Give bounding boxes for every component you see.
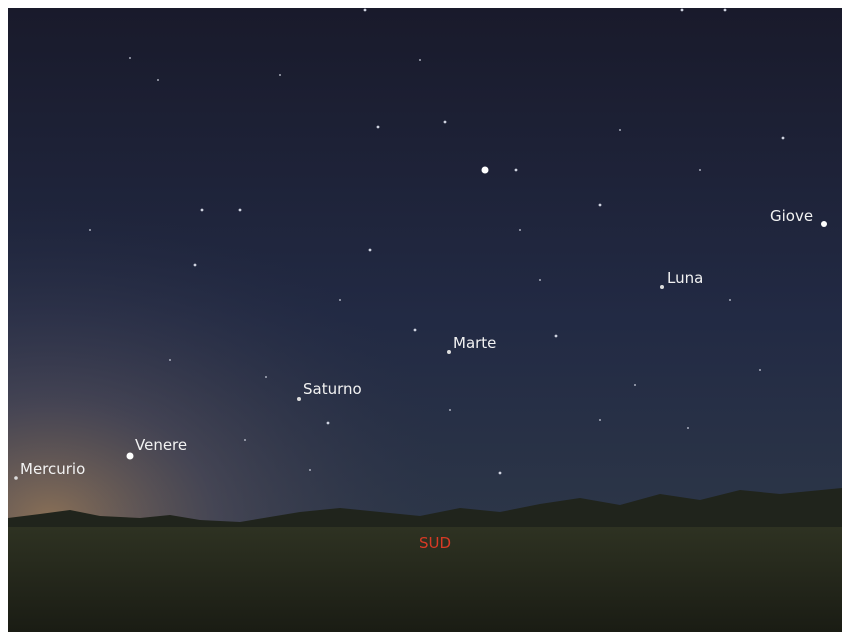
star <box>369 249 372 252</box>
star <box>265 376 267 378</box>
planet-dot <box>14 476 18 480</box>
star <box>619 129 621 131</box>
planet-dot <box>660 285 664 289</box>
star <box>279 74 281 76</box>
star <box>599 204 602 207</box>
sky-view: Giove Luna Marte Saturno Venere Mercurio… <box>0 0 845 636</box>
star <box>239 209 242 212</box>
star <box>194 264 197 267</box>
planet-label: Giove <box>770 207 813 225</box>
star <box>414 329 417 332</box>
star <box>244 439 246 441</box>
bright-star <box>482 167 489 174</box>
star <box>309 469 311 471</box>
star <box>555 335 558 338</box>
star <box>499 472 502 475</box>
star <box>449 409 451 411</box>
star <box>339 299 341 301</box>
star <box>364 9 367 12</box>
planet-label: Saturno <box>303 380 362 398</box>
star <box>759 369 761 371</box>
page: Giove Luna Marte Saturno Venere Mercurio… <box>0 0 845 636</box>
star <box>444 121 447 124</box>
planet-label: Marte <box>453 334 496 352</box>
star <box>201 209 204 212</box>
direction-label: SUD <box>419 534 451 552</box>
star <box>634 384 636 386</box>
star <box>599 419 601 421</box>
star <box>724 9 727 12</box>
star <box>419 59 421 61</box>
star <box>377 126 380 129</box>
planet-dot <box>297 397 301 401</box>
star <box>519 229 521 231</box>
star <box>687 427 689 429</box>
planet-label: Mercurio <box>20 460 85 478</box>
star <box>129 57 131 59</box>
star <box>782 137 785 140</box>
star <box>681 9 684 12</box>
star <box>515 169 518 172</box>
planet-dot <box>821 221 827 227</box>
star <box>699 169 701 171</box>
star <box>539 279 541 281</box>
planet-label: Venere <box>135 436 187 454</box>
star <box>89 229 91 231</box>
planet-dot <box>127 453 134 460</box>
planet-label: Luna <box>667 269 703 287</box>
planet-dot <box>447 350 451 354</box>
star <box>169 359 171 361</box>
star <box>157 79 159 81</box>
star <box>729 299 731 301</box>
star <box>327 422 330 425</box>
